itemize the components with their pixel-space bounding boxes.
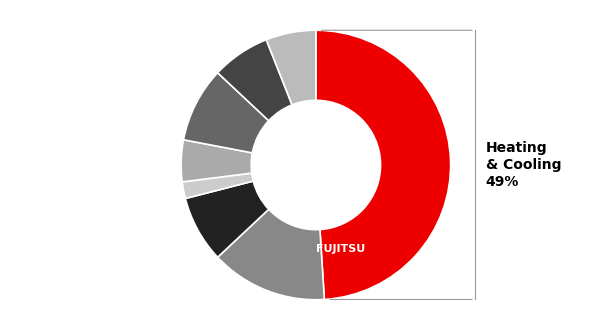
Wedge shape (266, 30, 316, 105)
Text: Heating
& Cooling
49%: Heating & Cooling 49% (486, 141, 561, 189)
Wedge shape (182, 173, 253, 199)
Wedge shape (218, 40, 292, 121)
Wedge shape (185, 181, 269, 257)
Wedge shape (181, 140, 252, 182)
Wedge shape (218, 209, 324, 300)
Text: FUJITSU: FUJITSU (315, 244, 365, 253)
Wedge shape (184, 73, 269, 153)
Wedge shape (316, 30, 451, 300)
